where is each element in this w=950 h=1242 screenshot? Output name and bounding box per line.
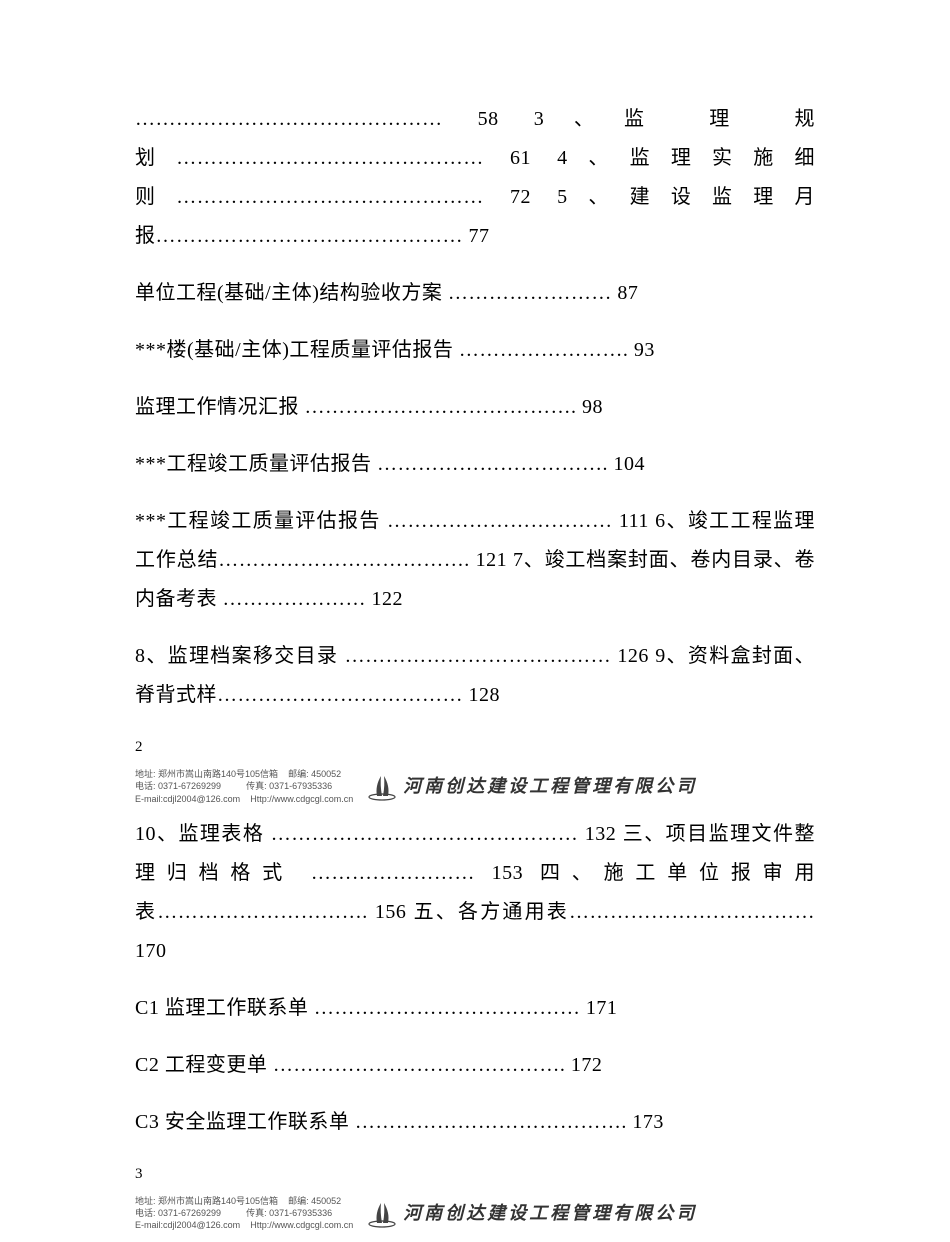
- footer-url-2: Http://www.cdgcgl.com.cn: [250, 1220, 353, 1230]
- footer-email: E-mail:cdjl2004@126.com: [135, 794, 240, 804]
- toc-paragraph-5: ***工程竣工质量评估报告 ……………………………. 104: [135, 445, 815, 484]
- footer-zip-2: 邮编: 450052: [288, 1196, 341, 1206]
- page-number-2: 2: [135, 733, 815, 762]
- footer-contact-info: 地址: 郑州市嵩山南路140号105信箱 邮编: 450052 电话: 0371…: [135, 768, 353, 804]
- toc-paragraph-4: 监理工作情况汇报 …………………………………. 98: [135, 388, 815, 427]
- logo-mark-icon-2: [367, 1198, 397, 1228]
- logo-mark-icon: [367, 771, 397, 801]
- toc-paragraph-9: C1 监理工作联系单 ………………………………… 171: [135, 989, 815, 1028]
- footer-url: Http://www.cdgcgl.com.cn: [250, 794, 353, 804]
- page-footer-1: 地址: 郑州市嵩山南路140号105信箱 邮编: 450052 电话: 0371…: [135, 768, 815, 804]
- company-name-2: 河南创达建设工程管理有限公司: [403, 1196, 697, 1231]
- company-logo-2: 河南创达建设工程管理有限公司: [367, 1196, 697, 1231]
- footer-fax: 传真: 0371-67935336: [246, 781, 332, 791]
- company-name: 河南创达建设工程管理有限公司: [403, 769, 697, 804]
- footer-address-2: 地址: 郑州市嵩山南路140号105信箱: [135, 1196, 278, 1206]
- toc-paragraph-11: C3 安全监理工作联系单 …………………………………. 173: [135, 1103, 815, 1142]
- toc-paragraph-1: ……………………………………… 58 3、监 理 规 划…………………………………: [135, 100, 815, 256]
- page-number-3: 3: [135, 1160, 815, 1189]
- toc-paragraph-7: 8、监理档案移交目录 ………………………………… 126 9、资料盒封面、脊背式…: [135, 637, 815, 715]
- footer-contact-info-2: 地址: 郑州市嵩山南路140号105信箱 邮编: 450052 电话: 0371…: [135, 1195, 353, 1231]
- footer-email-2: E-mail:cdjl2004@126.com: [135, 1220, 240, 1230]
- footer-address: 地址: 郑州市嵩山南路140号105信箱: [135, 769, 278, 779]
- toc-paragraph-8: 10、监理表格 ……………………………………… 132 三、项目监理文件整理归档…: [135, 815, 815, 971]
- toc-paragraph-10: C2 工程变更单 ……………………………………. 172: [135, 1046, 815, 1085]
- toc-paragraph-3: ***楼(基础/主体)工程质量评估报告 ……………………. 93: [135, 331, 815, 370]
- page-footer-2: 地址: 郑州市嵩山南路140号105信箱 邮编: 450052 电话: 0371…: [135, 1195, 815, 1231]
- footer-phone: 电话: 0371-67269299: [135, 781, 221, 791]
- footer-phone-2: 电话: 0371-67269299: [135, 1208, 221, 1218]
- footer-zip: 邮编: 450052: [288, 769, 341, 779]
- toc-paragraph-2: 单位工程(基础/主体)结构验收方案 …………………… 87: [135, 274, 815, 313]
- footer-fax-2: 传真: 0371-67935336: [246, 1208, 332, 1218]
- company-logo: 河南创达建设工程管理有限公司: [367, 769, 697, 804]
- toc-paragraph-6: ***工程竣工质量评估报告 …………………………… 111 6、竣工工程监理工作…: [135, 502, 815, 619]
